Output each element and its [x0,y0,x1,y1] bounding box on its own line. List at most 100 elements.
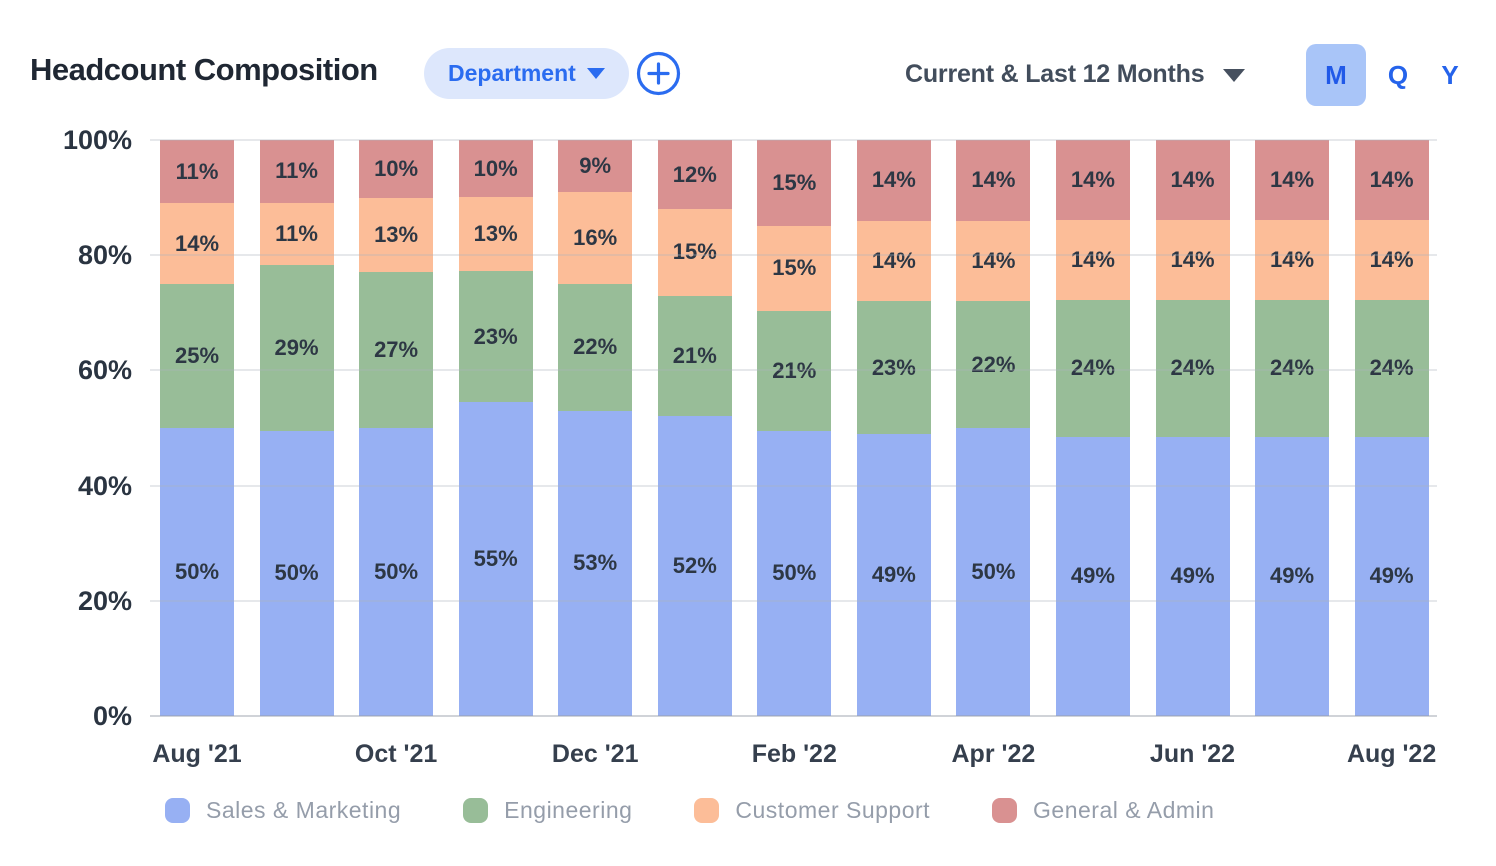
segment-value-label: 24% [1369,355,1414,381]
bar-segment[interactable]: 15% [657,209,732,296]
bar-segment[interactable]: 14% [160,203,234,284]
segment-value-label: 24% [1270,355,1315,381]
bar-segment[interactable]: 14% [956,140,1031,221]
bar-segment[interactable]: 25% [160,284,234,428]
gridline-100 [150,139,1437,141]
segment-value-label: 14% [1270,246,1315,272]
bar-aug-21[interactable]: 50% 25% 14% 11% [160,140,234,716]
legend-label: General & Admin [1033,797,1215,823]
bar-segment[interactable]: 50% [359,428,434,716]
legend-item-general-admin[interactable]: General & Admin [992,797,1214,824]
x-tick-label: Jun '22 [1149,740,1236,768]
bar-segment[interactable]: 52% [657,416,732,716]
bar-segment[interactable]: 14% [856,140,931,221]
dimension-dropdown[interactable]: Department [424,48,629,99]
granularity-quarter-button[interactable]: Q [1372,44,1424,106]
date-range-label: Current & Last 12 Months [905,59,1205,88]
granularity-month-button[interactable]: M [1306,44,1366,106]
bar-dec-21[interactable]: 53% 22% 16% 9% [558,140,633,716]
bar-segment[interactable]: 53% [558,410,633,716]
legend-swatch-icon [694,798,720,823]
bar-segment[interactable]: 14% [856,220,931,302]
bar-segment[interactable]: 14% [1354,219,1429,300]
bar-segment[interactable]: 13% [458,197,533,272]
bar-apr-22[interactable]: 50% 22% 14% 14% [956,140,1031,716]
bar-segment[interactable]: 29% [259,265,334,431]
bar-nov-21[interactable]: 55% 23% 13% 10% [458,140,533,716]
bar-segment[interactable]: 22% [558,284,633,411]
bar-segment[interactable]: 15% [757,140,832,226]
segment-value-label: 23% [473,323,518,349]
bar-jun-22[interactable]: 49% 24% 14% 14% [1155,140,1230,716]
x-tick-label: Feb '22 [751,740,837,768]
bar-segment[interactable]: 16% [558,191,633,285]
bar-jul-22[interactable]: 49% 24% 14% 14% [1255,140,1330,716]
bar-segment[interactable]: 14% [1055,140,1130,220]
bar-segment[interactable]: 55% [458,402,533,716]
bar-segment[interactable]: 23% [856,301,931,434]
bar-segment[interactable]: 14% [1255,219,1330,300]
bar-segment[interactable]: 49% [1255,436,1330,716]
bar-segment[interactable]: 49% [1354,436,1429,716]
bar-may-22[interactable]: 49% 24% 14% 14% [1055,140,1130,716]
bar-oct-21[interactable]: 50% 27% 13% 10% [359,140,434,716]
bar-segment[interactable]: 24% [1155,299,1230,437]
bar-segment[interactable]: 11% [160,140,234,204]
bar-segment[interactable]: 11% [259,140,334,203]
bar-segment[interactable]: 9% [558,140,633,192]
segment-value-label: 10% [374,155,419,181]
bar-segment[interactable]: 50% [160,428,234,716]
legend-item-engineering[interactable]: Engineering [463,797,632,824]
bar-segment[interactable]: 24% [1354,299,1429,437]
segment-value-label: 24% [1170,355,1215,381]
bar-segment[interactable]: 50% [259,430,334,716]
bar-aug-22[interactable]: 49% 24% 14% 14% [1354,140,1429,716]
stacked-bar-plot: 50% 25% 14% 11% 50% 29% 11% 11% 50% 27% 13% 10% 55% 2… [150,139,1437,717]
segment-value-label: 27% [374,337,419,363]
bar-segment[interactable]: 50% [757,430,832,716]
segment-value-label: 21% [772,357,817,383]
bar-segment[interactable]: 49% [1155,436,1230,716]
bar-segment[interactable]: 14% [956,220,1031,302]
segment-value-label: 14% [871,167,916,193]
segment-value-label: 14% [1070,166,1115,192]
y-tick-label: 0% [92,701,132,731]
bar-jan-22[interactable]: 52% 21% 15% 12% [657,140,732,716]
segment-value-label: 49% [1369,563,1414,589]
bar-segment[interactable]: 14% [1055,219,1130,300]
bar-segment[interactable]: 10% [359,140,434,198]
y-tick-label: 100% [62,125,132,155]
bar-segment[interactable]: 21% [657,295,732,417]
bar-segment[interactable]: 50% [956,428,1031,716]
bar-segment[interactable]: 11% [259,202,334,266]
bar-segment[interactable]: 24% [1255,299,1330,437]
bar-segment[interactable]: 22% [956,301,1031,428]
bar-mar-22[interactable]: 49% 23% 14% 14% [856,140,931,716]
segment-value-label: 50% [274,560,319,586]
bar-segment[interactable]: 49% [856,433,931,716]
granularity-year-button[interactable]: Y [1424,44,1476,106]
segment-value-label: 14% [871,247,916,273]
bar-segment[interactable]: 23% [458,271,533,403]
bar-segment[interactable]: 21% [757,311,832,431]
bar-segment[interactable]: 12% [657,140,732,210]
date-range-dropdown[interactable]: Current & Last 12 Months [905,57,1246,91]
legend-item-customer-support[interactable]: Customer Support [694,797,930,824]
bar-segment[interactable]: 14% [1155,219,1230,300]
chart-legend: Sales & Marketing Engineering Customer Sup… [165,797,1214,824]
bar-segment[interactable]: 15% [757,225,832,312]
bar-segment[interactable]: 14% [1155,140,1230,220]
legend-label: Customer Support [735,797,931,823]
add-dimension-button[interactable] [636,51,681,96]
bar-segment[interactable]: 49% [1055,436,1130,716]
bar-segment[interactable]: 27% [359,272,434,428]
bar-segment[interactable]: 14% [1354,140,1429,220]
legend-item-sales-marketing[interactable]: Sales & Marketing [165,797,401,824]
bar-sep-21[interactable]: 50% 29% 11% 11% [259,140,334,716]
segment-value-label: 14% [1170,246,1215,272]
bar-feb-22[interactable]: 50% 21% 15% 15% [757,140,832,716]
bar-segment[interactable]: 24% [1055,299,1130,437]
bar-segment[interactable]: 10% [458,140,533,198]
bar-segment[interactable]: 14% [1255,140,1330,220]
bar-segment[interactable]: 13% [359,197,434,273]
